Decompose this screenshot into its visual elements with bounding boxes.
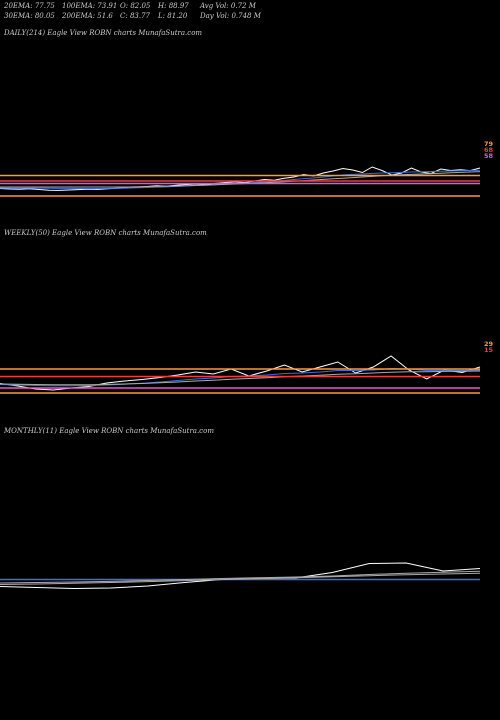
weekly-series-line-2 — [0, 370, 481, 386]
stat-100ema: 100EMA: 73.91 — [62, 2, 118, 10]
stat-day-vol: Day Vol: 0.748 M — [200, 12, 261, 20]
stat-low: L: 81.20 — [158, 12, 188, 20]
daily-panel-title: DAILY(214) Eagle View ROBN charts Munafa… — [4, 29, 203, 37]
stat-avg-vol: Avg Vol: 0.72 M — [200, 2, 256, 10]
daily-end-label-1: 68 — [484, 146, 494, 154]
monthly-chart — [0, 562, 481, 590]
stat-30ema: 30EMA: 80.05 — [4, 12, 55, 20]
daily-end-label-0: 79 — [484, 140, 494, 148]
stat-high: H: 88.97 — [158, 2, 189, 10]
daily-series-line-0 — [0, 166, 481, 191]
weekly-end-label-1: 15 — [484, 346, 494, 354]
stat-close: C: 83.77 — [120, 12, 150, 20]
stat-200ema: 200EMA: 51.6 — [62, 12, 113, 20]
monthly-series-line-3 — [0, 572, 481, 585]
daily-end-label-2: 58 — [484, 152, 494, 160]
monthly-series-line-0 — [0, 562, 481, 590]
weekly-panel-title: WEEKLY(50) Eagle View ROBN charts Munafa… — [4, 229, 207, 237]
weekly-end-label-0: 29 — [484, 340, 494, 348]
daily-series-line-1 — [0, 169, 481, 189]
daily-series-line-2 — [0, 171, 481, 188]
stat-20ema: 20EMA: 77.75 — [4, 2, 55, 10]
monthly-series-line-2 — [0, 570, 481, 584]
stat-open: O: 82.05 — [120, 2, 151, 10]
monthly-panel-title: MONTHLY(11) Eagle View ROBN charts Munaf… — [4, 427, 214, 435]
